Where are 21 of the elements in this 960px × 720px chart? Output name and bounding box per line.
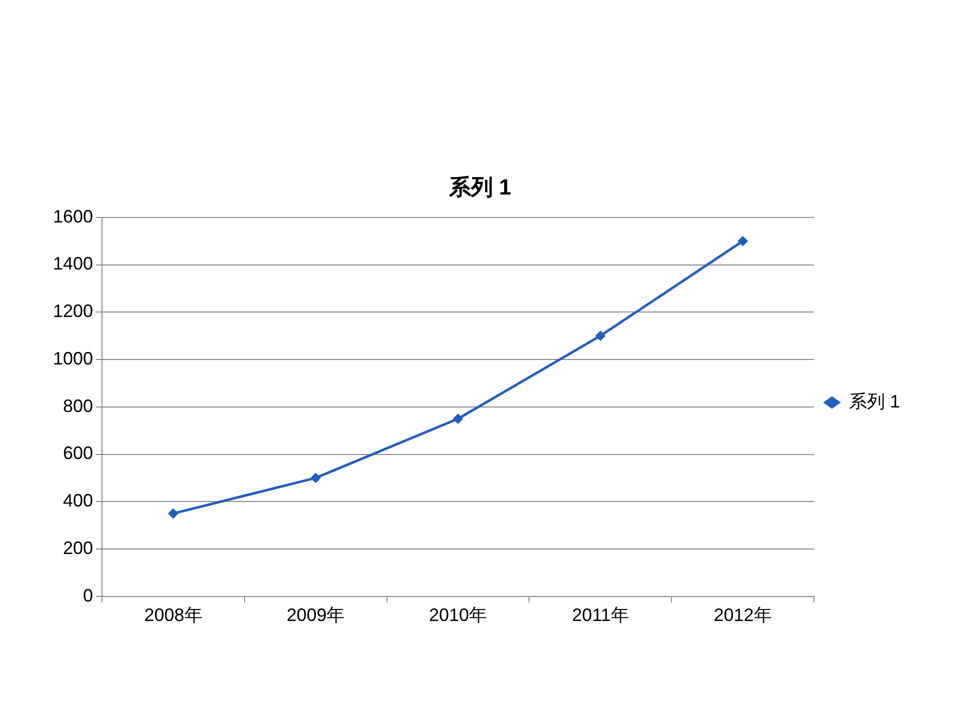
y-tick-label: 200 xyxy=(62,538,94,558)
x-tick-label: 2010年 xyxy=(428,605,488,626)
point xyxy=(168,508,178,518)
y-tick-label: 800 xyxy=(62,396,94,416)
y-tick-label: 0 xyxy=(83,585,94,606)
point xyxy=(595,330,606,341)
x-tick-label: 2011年 xyxy=(572,605,629,626)
y-tick-label: 400 xyxy=(62,490,94,511)
y-tick-label: 1400 xyxy=(52,254,94,274)
legend-label: 系列 1 xyxy=(848,391,900,412)
y-tick-label: 600 xyxy=(62,443,94,464)
point xyxy=(738,236,748,246)
chart-title: 系列 1 xyxy=(448,174,512,200)
x-tick-label: 2008年 xyxy=(144,605,202,626)
point xyxy=(310,472,321,483)
y-tick-label: 1600 xyxy=(52,206,94,226)
point xyxy=(453,414,464,424)
y-tick-label: 1200 xyxy=(52,301,94,322)
x-tick-label: 2012年 xyxy=(714,605,772,626)
x-tick-label: 2009年 xyxy=(286,605,345,626)
y-tick-label: 1000 xyxy=(52,348,94,368)
